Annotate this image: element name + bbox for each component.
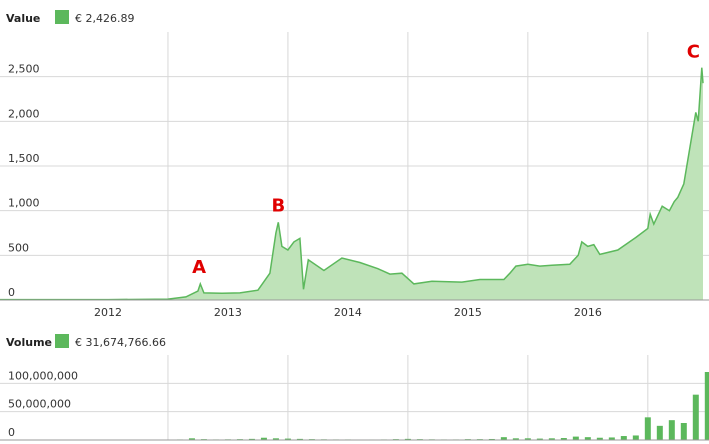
volume-bar	[536, 438, 543, 440]
volume-bar	[500, 437, 507, 440]
x-tick-label: 2016	[574, 306, 602, 319]
volume-bar	[668, 420, 675, 440]
volume-bar	[572, 436, 579, 440]
volume-bar	[620, 436, 627, 440]
volume-bar	[632, 435, 639, 440]
volume-bar	[296, 438, 303, 440]
annotation: B	[271, 195, 285, 216]
area-fill	[0, 67, 704, 300]
volume-bar	[188, 438, 195, 440]
y-tick-label: 50,000,000	[8, 398, 71, 411]
legend-swatch	[55, 10, 69, 24]
panel-title: Value	[6, 12, 40, 25]
y-tick-label: 100,000,000	[8, 369, 78, 382]
annotation: C	[687, 42, 700, 63]
volume-bar	[704, 372, 709, 440]
volume-bar	[584, 437, 591, 440]
volume-bar	[284, 438, 291, 440]
volume-bar	[680, 423, 687, 440]
x-tick-label: 2013	[214, 306, 242, 319]
value-line	[0, 67, 704, 301]
volume-bar	[596, 437, 603, 440]
volume-bar	[644, 417, 651, 440]
x-tick-label: 2012	[94, 306, 122, 319]
annotation: A	[192, 257, 206, 278]
volume-bar	[488, 438, 495, 440]
volume-bar	[692, 394, 699, 440]
volume-bar	[656, 425, 663, 440]
volume-bar	[248, 438, 255, 440]
y-tick-label: 500	[8, 241, 29, 254]
y-tick-label: 2,500	[8, 63, 40, 76]
panel-title: Volume	[6, 336, 52, 349]
volume-bar	[512, 438, 519, 440]
legend-label: € 31,674,766.66	[75, 336, 166, 349]
x-tick-label: 2015	[454, 306, 482, 319]
volume-bar	[260, 437, 267, 440]
volume-bar	[560, 438, 567, 440]
y-tick-label: 0	[8, 426, 15, 439]
volume-bar	[404, 438, 411, 440]
volume-bar	[272, 438, 279, 440]
y-tick-label: 1,500	[8, 152, 40, 165]
legend-swatch	[55, 334, 69, 348]
volume-bar	[524, 438, 531, 440]
y-tick-label: 1,000	[8, 197, 40, 210]
y-tick-label: 2,000	[8, 107, 40, 120]
x-tick-label: 2014	[334, 306, 362, 319]
y-tick-label: 0	[8, 286, 15, 299]
legend-label: € 2,426.89	[75, 12, 134, 25]
volume-bar	[548, 438, 555, 440]
volume-bar	[608, 437, 615, 440]
